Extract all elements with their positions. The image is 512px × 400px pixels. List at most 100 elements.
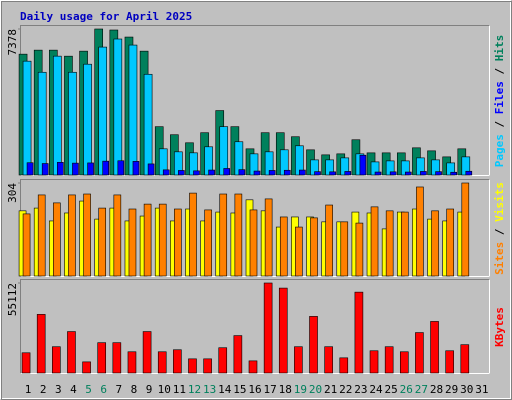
bar xyxy=(223,168,231,176)
bar xyxy=(193,170,200,176)
x-tick-label: 13 xyxy=(203,383,216,396)
bar xyxy=(446,208,454,277)
bar xyxy=(384,346,394,374)
bar xyxy=(460,344,470,374)
bar xyxy=(37,71,47,176)
bar xyxy=(249,209,258,277)
bar xyxy=(309,316,318,374)
x-tick-label: 6 xyxy=(100,383,107,396)
y-max-label: 304 xyxy=(6,183,19,203)
bar xyxy=(385,210,394,277)
bar xyxy=(420,171,427,176)
bar xyxy=(22,213,31,277)
x-tick-label: 20 xyxy=(309,383,322,396)
bar xyxy=(416,186,424,277)
bar xyxy=(295,226,303,277)
bar xyxy=(404,171,412,176)
legend: Pages / Files / Hits xyxy=(493,35,506,168)
bar xyxy=(435,171,442,176)
bar xyxy=(21,352,31,374)
bar xyxy=(248,360,258,374)
bar xyxy=(147,163,155,176)
x-tick-label: 3 xyxy=(55,383,62,396)
bar xyxy=(354,291,364,374)
bar xyxy=(238,169,246,176)
bar xyxy=(461,182,470,277)
bar xyxy=(178,170,185,176)
bar xyxy=(68,71,77,176)
bar xyxy=(278,287,288,374)
bar xyxy=(263,282,273,374)
bar xyxy=(359,154,367,176)
bar xyxy=(324,346,333,374)
bar xyxy=(189,192,197,277)
bar xyxy=(325,204,333,277)
bar xyxy=(399,351,409,374)
x-tick-label: 28 xyxy=(430,383,443,396)
x-tick-label: 25 xyxy=(385,383,398,396)
bar xyxy=(97,342,107,374)
bar xyxy=(219,126,229,176)
bar xyxy=(370,206,379,277)
bar xyxy=(203,358,212,374)
bar xyxy=(283,169,291,176)
bar xyxy=(208,169,215,176)
x-tick-label: 18 xyxy=(279,383,292,396)
bar xyxy=(82,361,91,374)
bar xyxy=(127,351,137,374)
legend-separator: / xyxy=(493,222,506,242)
y-max-label: 55112 xyxy=(6,283,19,316)
legend-separator: / xyxy=(493,61,506,81)
bar xyxy=(415,332,424,374)
x-tick-label: 29 xyxy=(445,383,458,396)
bar xyxy=(344,171,352,176)
bar xyxy=(157,351,167,374)
bar xyxy=(174,208,182,277)
x-tick-label: 2 xyxy=(40,383,47,396)
bar xyxy=(450,171,457,176)
bar xyxy=(102,160,110,176)
x-tick-label: 30 xyxy=(460,383,473,396)
bar xyxy=(87,162,94,176)
x-tick-label: 26 xyxy=(400,383,413,396)
bar xyxy=(400,211,409,277)
bar xyxy=(430,321,439,374)
bar xyxy=(98,207,107,277)
x-tick-label: 31 xyxy=(475,383,488,396)
bar xyxy=(67,331,76,374)
bar xyxy=(113,194,122,277)
bar xyxy=(299,169,306,176)
x-tick-label: 5 xyxy=(85,383,92,396)
x-tick-label: 16 xyxy=(248,383,261,396)
legend-separator: / xyxy=(493,114,506,134)
bar xyxy=(314,171,321,176)
bar xyxy=(294,346,303,374)
bar xyxy=(233,335,243,374)
y-max-label: 7378 xyxy=(6,29,19,56)
x-tick-label: 7 xyxy=(116,383,123,396)
bar xyxy=(36,314,46,374)
bar xyxy=(374,171,382,176)
bar xyxy=(41,163,49,176)
bar xyxy=(389,171,397,176)
bar xyxy=(72,162,79,176)
legend: Sites / Visits xyxy=(493,182,506,275)
legend-entry: Hits xyxy=(493,35,506,62)
x-tick-label: 23 xyxy=(354,383,367,396)
x-tick-label: 27 xyxy=(415,383,428,396)
legend-entry: KBytes xyxy=(493,307,506,347)
bar xyxy=(279,216,288,277)
bar xyxy=(26,162,34,176)
bar xyxy=(264,198,273,277)
bar xyxy=(57,162,64,176)
bar xyxy=(219,193,228,277)
legend-entry: Visits xyxy=(493,182,506,222)
x-tick-label: 24 xyxy=(369,383,383,396)
bar xyxy=(340,221,349,277)
bar xyxy=(310,217,318,277)
bar xyxy=(158,203,167,277)
bar xyxy=(431,210,439,277)
x-tick-label: 15 xyxy=(233,383,246,396)
x-tick-label: 1 xyxy=(25,383,32,396)
